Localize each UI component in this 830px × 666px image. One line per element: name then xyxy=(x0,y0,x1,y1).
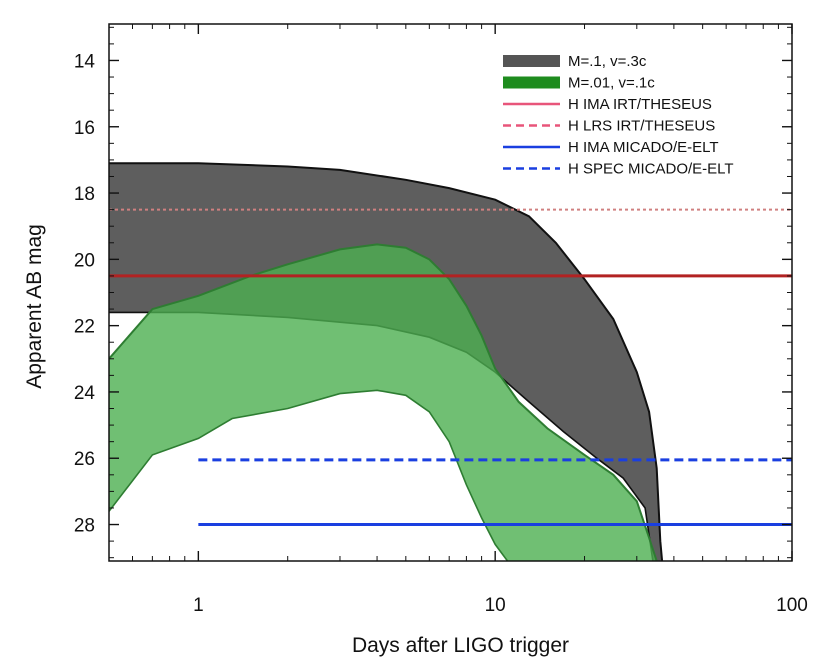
y-tick-label: 20 xyxy=(74,250,95,271)
legend-swatch-band xyxy=(503,76,560,89)
legend-label: M=.1, v=.3c xyxy=(568,53,647,70)
legend-label: H IMA MICADO/E-ELT xyxy=(568,139,719,156)
x-tick-label: 1 xyxy=(193,595,204,616)
x-axis-label: Days after LIGO trigger xyxy=(352,634,569,657)
band-light-fill xyxy=(109,244,657,561)
threshold-lines-layer xyxy=(109,208,792,527)
x-tick-label: 100 xyxy=(776,595,808,616)
y-tick-label: 26 xyxy=(74,449,95,470)
bands-layer xyxy=(109,162,664,561)
legend-label: H IMA IRT/THESEUS xyxy=(568,96,712,113)
band-light-lower-edge xyxy=(109,389,509,561)
band-heavy-fill xyxy=(109,163,663,561)
legend: M=.1, v=.3c M=.01, v=.1c H IMA IRT/THESEUS… xyxy=(503,53,734,178)
band-light-upper-edge xyxy=(109,243,658,561)
legend-label: H SPEC MICADO/E-ELT xyxy=(568,161,734,178)
axes-layer: 14 16 18 20 22 24 26 28 1 10 100 xyxy=(74,23,808,616)
legend-swatch-band xyxy=(503,55,560,67)
legend-label: M=.01, v=.1c xyxy=(568,75,655,92)
y-tick-label: 22 xyxy=(74,317,95,338)
y-tick-label: 18 xyxy=(74,184,95,205)
legend-label: H LRS IRT/THESEUS xyxy=(568,118,715,135)
band-heavy-upper-edge xyxy=(109,162,664,561)
y-axis-label: Apparent AB mag xyxy=(23,224,46,389)
y-tick-label: 16 xyxy=(74,118,95,139)
y-tick-label: 28 xyxy=(74,516,95,537)
y-tick-label: 24 xyxy=(74,383,96,404)
x-tick-label: 10 xyxy=(485,595,506,616)
y-tick-label: 14 xyxy=(74,51,96,72)
